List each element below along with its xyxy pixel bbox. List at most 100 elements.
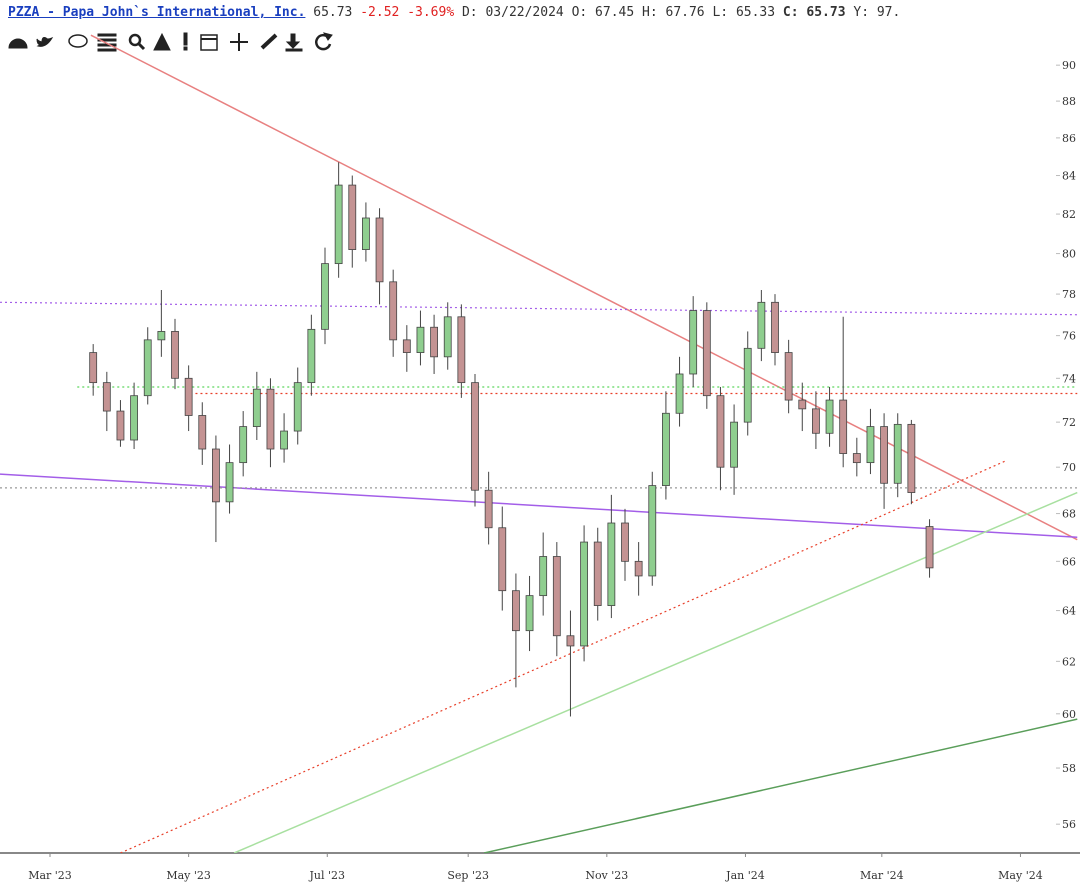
candle-body (812, 408, 820, 434)
candle-body (566, 635, 575, 647)
candle-body (593, 541, 602, 606)
x-tick-label: May '23 (166, 869, 211, 882)
y-tick-label: 62 (1062, 655, 1076, 668)
trend-line (90, 34, 1078, 541)
candle-body (702, 310, 711, 397)
candle-body (334, 184, 343, 265)
candle-body (866, 426, 875, 464)
download-icon[interactable] (285, 33, 303, 52)
candle-body (471, 382, 479, 491)
y-tick-label: 70 (1062, 461, 1076, 474)
candle-body (375, 217, 384, 283)
y-tick-label: 72 (1062, 416, 1076, 429)
low: L: 65.33 (712, 5, 776, 20)
high: H: 67.76 (642, 5, 705, 20)
x-tick-label: Mar '23 (28, 869, 72, 882)
y-tick-label: 60 (1062, 708, 1076, 721)
candle-body (757, 301, 766, 349)
y-tick-label: 88 (1062, 95, 1076, 108)
chart-icon[interactable] (153, 32, 171, 51)
y-tick-label: 74 (1062, 372, 1076, 385)
candle-body (484, 489, 493, 529)
candle-body (539, 556, 548, 597)
close: 65.73 (806, 5, 846, 20)
candle-body (280, 430, 288, 450)
candle-body (743, 347, 752, 423)
alert-icon[interactable] (183, 32, 188, 51)
candle-body (512, 590, 520, 632)
ticker-link[interactable]: PZZA - Papa John`s International, Inc. (8, 5, 306, 20)
candle-body (225, 462, 234, 503)
candle-body (239, 426, 248, 464)
y-tick-label: 76 (1062, 330, 1076, 343)
x-tick-label: Jan '24 (725, 869, 765, 882)
candle-body (662, 412, 670, 486)
candle-body (634, 560, 643, 577)
open: O: 67.45 (571, 5, 635, 20)
date: D: 03/22/2024 (461, 5, 564, 20)
candle-body (198, 415, 207, 450)
candle-body (716, 395, 725, 468)
candle-body (157, 331, 166, 341)
y-tick-label: 84 (1062, 170, 1076, 183)
candle-body (925, 526, 934, 569)
close-label: C: (782, 5, 799, 20)
candle-body (362, 217, 370, 250)
candle-body (525, 595, 534, 632)
candle-body (130, 395, 138, 441)
candle-body (389, 281, 398, 341)
candle-body (443, 316, 452, 358)
refresh-icon[interactable] (315, 32, 333, 51)
y-tick-label: 82 (1062, 208, 1076, 221)
move-icon[interactable] (230, 33, 248, 51)
candle-body (143, 339, 152, 397)
candle-body (184, 377, 193, 416)
candle-body (430, 326, 438, 358)
search-icon[interactable] (128, 33, 146, 51)
candle-body (348, 184, 357, 250)
candle-body (457, 316, 466, 384)
last: 65.73 (313, 5, 353, 20)
candle-body (839, 399, 848, 454)
comment-icon[interactable] (68, 34, 88, 48)
candle-body (675, 373, 684, 414)
x-tick-label: Nov '23 (585, 869, 628, 882)
candle-body (293, 382, 302, 432)
header: PZZA - Papa John`s International, Inc. 6… (8, 5, 900, 20)
trend-line (120, 459, 1008, 853)
candle-body (402, 339, 411, 353)
candle-body (621, 522, 629, 562)
calendar-icon[interactable] (200, 34, 218, 51)
candle-body (798, 399, 807, 410)
y-tick-label: 64 (1062, 605, 1076, 618)
y-tick-label: 56 (1062, 818, 1076, 831)
trend-line (483, 718, 1078, 853)
dashboard-icon[interactable] (8, 38, 28, 49)
candle-body (252, 388, 261, 427)
candle-body (771, 301, 779, 353)
y-tick-label: 66 (1062, 555, 1076, 568)
x-tick-label: May '24 (998, 869, 1043, 882)
candle-body (266, 388, 275, 450)
candle-body (907, 423, 916, 493)
candle-body (880, 426, 888, 484)
candle-body (607, 522, 616, 606)
candle-body (825, 399, 834, 434)
candle-body (416, 326, 425, 353)
candle-body (321, 263, 329, 330)
candle-body (171, 331, 179, 379)
y-tick-label: 90 (1062, 59, 1076, 72)
x-tick-label: Mar '24 (860, 869, 904, 882)
year: Y: 97. (853, 5, 901, 20)
y-tick-label: 78 (1062, 288, 1076, 301)
link-icon[interactable] (260, 33, 278, 50)
y-tick-label: 58 (1062, 762, 1076, 775)
y-tick-label: 68 (1062, 508, 1076, 521)
x-tick-label: Sep '23 (447, 869, 489, 882)
candle-body (102, 382, 111, 412)
twitter-icon[interactable] (36, 36, 54, 47)
candle-body (116, 410, 125, 441)
x-tick-label: Jul '23 (309, 869, 346, 882)
